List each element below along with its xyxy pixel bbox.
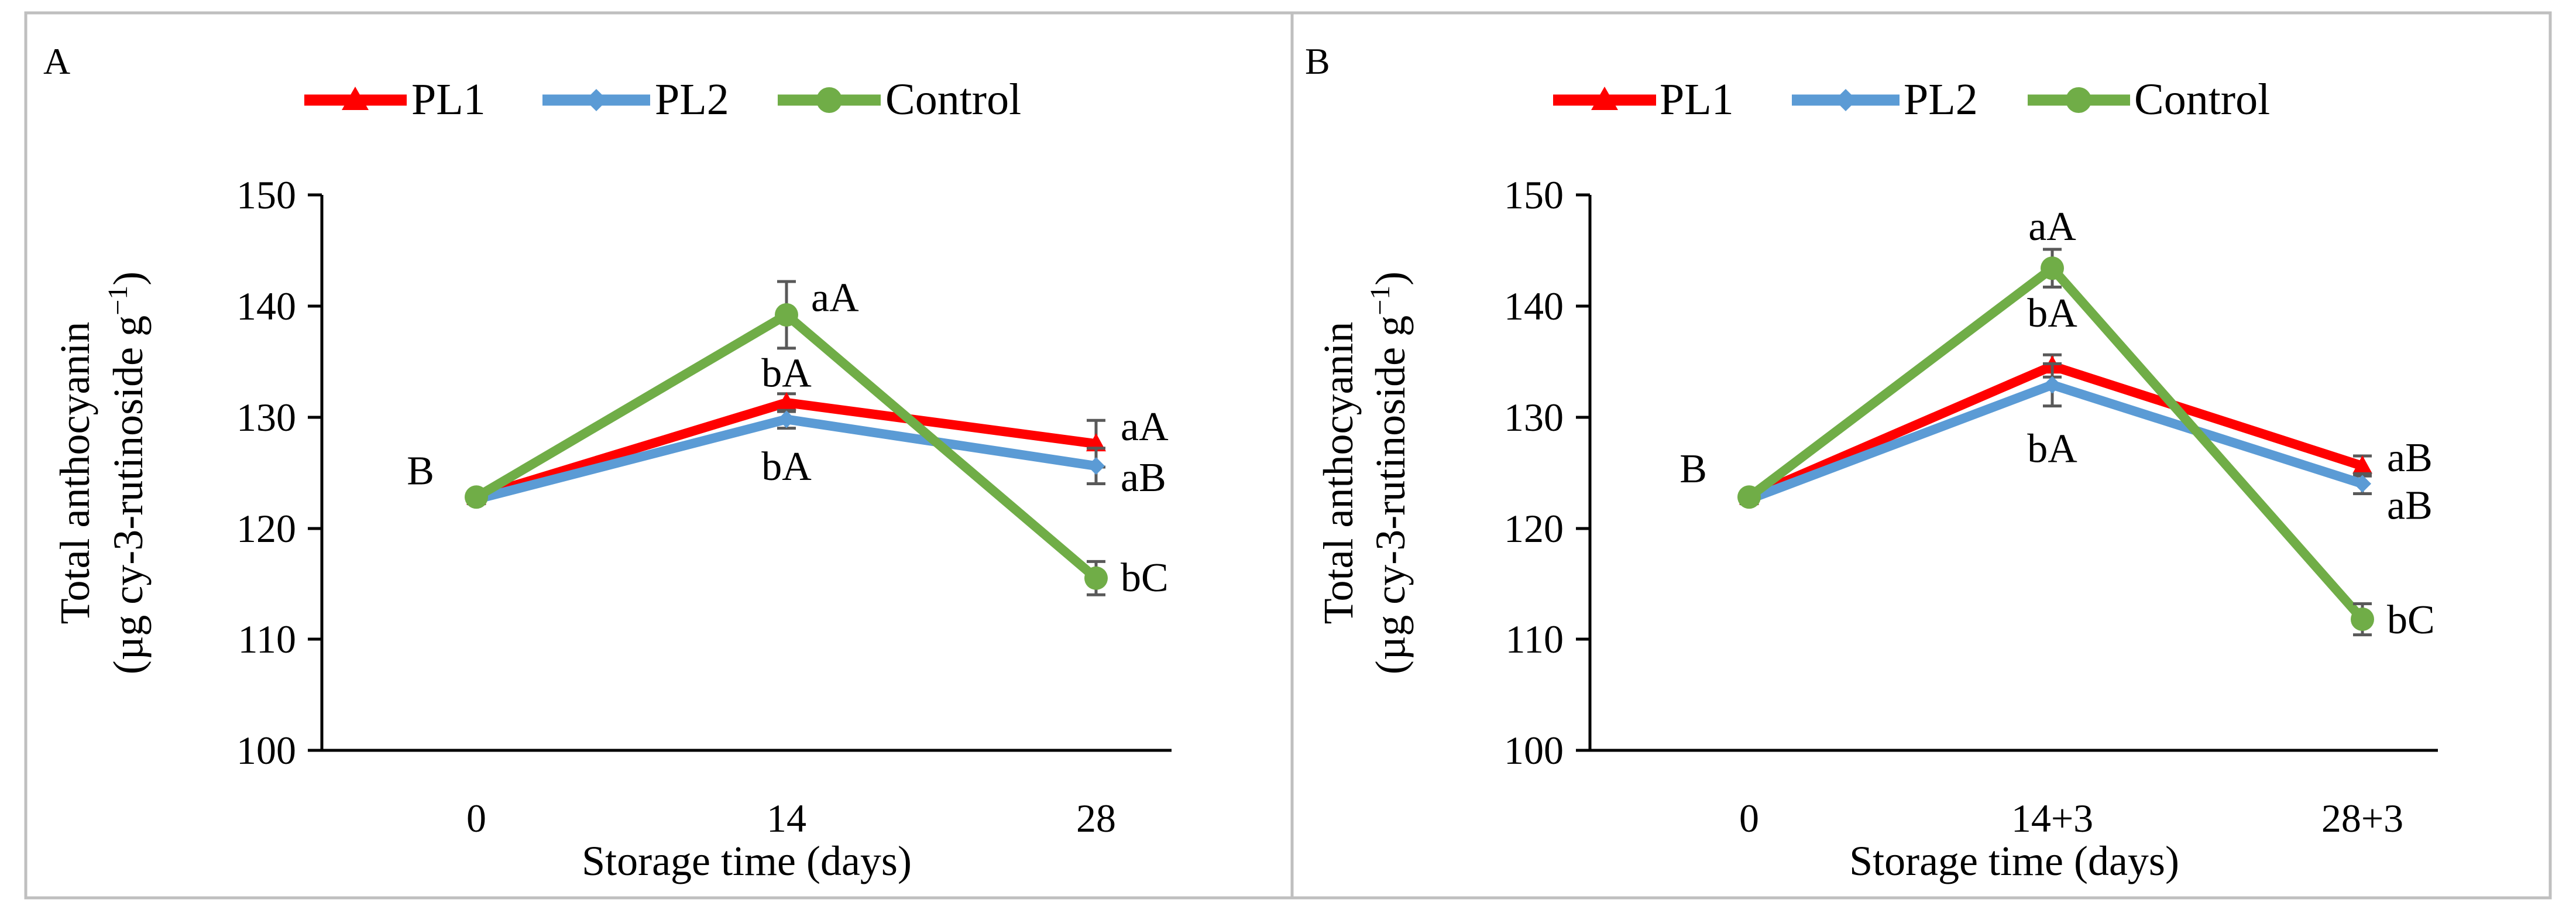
significance-label: aA xyxy=(2028,204,2076,249)
legend-item-pl1: PL1 xyxy=(304,75,486,124)
x-axis-title: Storage time (days) xyxy=(1849,838,2179,884)
y-axis-title: Total anthocyanin (µg cy-3-rutinoside g−… xyxy=(51,272,152,674)
y-axis-title-unit: (µg cy-3-rutinoside g xyxy=(105,315,152,674)
significance-label: bA xyxy=(761,444,812,489)
y-tick-label: 150 xyxy=(1504,173,1564,217)
plot-area: BaA bA bA aA aB bC xyxy=(407,276,1169,601)
legend-item-control: Control xyxy=(778,75,1021,124)
legend-marker-pl2 xyxy=(585,89,607,111)
data-point-control xyxy=(465,485,488,509)
significance-label: bA xyxy=(2027,291,2077,336)
legend-label-pl2: PL2 xyxy=(655,75,729,124)
panel-frame xyxy=(1290,11,2552,900)
y-tick-label: 100 xyxy=(1504,728,1564,773)
y-tick-label: 100 xyxy=(236,728,296,773)
y-axis-title-unit: (µg cy-3-rutinoside g xyxy=(1367,315,1414,674)
series-control xyxy=(465,280,1108,596)
legend-marker-pl2 xyxy=(1835,89,1857,111)
significance-label: aA xyxy=(811,276,859,321)
x-tick-label: 0 xyxy=(1739,796,1759,840)
significance-label: B xyxy=(407,449,434,494)
y-ticks: 100 110 120 130 140 150 xyxy=(1504,173,1590,773)
x-axis-title: Storage time (days) xyxy=(582,838,912,884)
significance-label: aA xyxy=(1121,404,1169,450)
data-point-control xyxy=(2041,256,2064,280)
y-tick-label: 110 xyxy=(238,617,296,661)
series-control xyxy=(1737,248,2374,637)
data-point-pl2 xyxy=(2354,475,2371,493)
legend-label-control: Control xyxy=(885,75,1021,124)
legend-label-pl1: PL1 xyxy=(1660,75,1734,124)
chart-panel-b: B PL1 PL2 Control xyxy=(1290,11,2552,900)
legend-marker-control xyxy=(816,87,842,113)
y-axis-title-line1: Total anthocyanin xyxy=(1315,322,1362,625)
significance-label: bA xyxy=(761,351,812,396)
y-tick-label: 120 xyxy=(236,506,296,551)
significance-label: aB xyxy=(2387,435,2433,481)
y-axis-title-superscript: −1 xyxy=(102,286,133,315)
panel-label: A xyxy=(43,40,70,82)
chart-panel-a: A PL1 PL2 Control xyxy=(24,11,1294,900)
y-tick-label: 150 xyxy=(236,173,296,217)
x-ticks: 0 14 28 xyxy=(466,796,1116,840)
legend-marker-pl1 xyxy=(1591,87,1618,110)
significance-label: bC xyxy=(2387,598,2435,643)
significance-label: bC xyxy=(1121,555,1169,601)
significance-label: bA xyxy=(2027,427,2077,472)
x-tick-label: 14+3 xyxy=(2011,796,2093,840)
legend: PL1 PL2 Control xyxy=(304,75,1021,124)
data-point-pl1 xyxy=(2352,455,2372,474)
data-point-control xyxy=(2351,608,2374,632)
panel-label: B xyxy=(1305,40,1330,82)
legend-item-pl2: PL2 xyxy=(1792,75,1978,124)
y-axis-title-line2: (µg cy-3-rutinoside g−1) xyxy=(102,272,152,674)
legend-label-control: Control xyxy=(2134,75,2270,124)
y-ticks: 100 110 120 130 140 150 xyxy=(236,173,322,773)
data-point-pl2 xyxy=(2043,376,2061,394)
data-point-control xyxy=(775,303,798,327)
significance-label: aB xyxy=(1121,455,1166,500)
significance-label: aB xyxy=(2387,483,2433,529)
x-tick-label: 14 xyxy=(767,796,806,840)
y-axis-title-line2: (µg cy-3-rutinoside g−1) xyxy=(1365,272,1414,674)
legend-item-control: Control xyxy=(2028,75,2270,124)
y-axis-title-close: ) xyxy=(1367,272,1414,286)
y-tick-label: 130 xyxy=(1504,395,1564,440)
y-tick-label: 130 xyxy=(236,395,296,440)
data-point-control xyxy=(1737,485,1761,509)
y-tick-label: 140 xyxy=(236,284,296,328)
y-tick-label: 120 xyxy=(1504,506,1564,551)
y-axis-title-line1: Total anthocyanin xyxy=(51,322,98,625)
data-point-pl1 xyxy=(777,392,796,410)
legend-marker-pl1 xyxy=(342,87,369,110)
y-axis-title-superscript: −1 xyxy=(1365,286,1396,315)
x-tick-label: 28 xyxy=(1076,796,1116,840)
data-point-control xyxy=(1084,566,1108,590)
x-ticks: 0 14+3 28+3 xyxy=(1739,796,2403,840)
y-tick-label: 140 xyxy=(1504,284,1564,328)
x-tick-label: 28+3 xyxy=(2321,796,2403,840)
significance-label: B xyxy=(1679,447,1707,492)
legend-item-pl1: PL1 xyxy=(1553,75,1734,124)
data-point-pl2 xyxy=(1087,457,1105,475)
x-tick-label: 0 xyxy=(466,796,486,840)
data-point-pl2 xyxy=(778,410,795,428)
legend-label-pl1: PL1 xyxy=(411,75,486,124)
legend-label-pl2: PL2 xyxy=(1904,75,1978,124)
y-axis-title-close: ) xyxy=(105,272,152,286)
legend: PL1 PL2 Control xyxy=(1553,75,2270,124)
y-tick-label: 110 xyxy=(1506,617,1564,661)
legend-marker-control xyxy=(2066,87,2091,113)
y-axis-title: Total anthocyanin (µg cy-3-rutinoside g−… xyxy=(1315,272,1414,674)
legend-item-pl2: PL2 xyxy=(542,75,729,124)
